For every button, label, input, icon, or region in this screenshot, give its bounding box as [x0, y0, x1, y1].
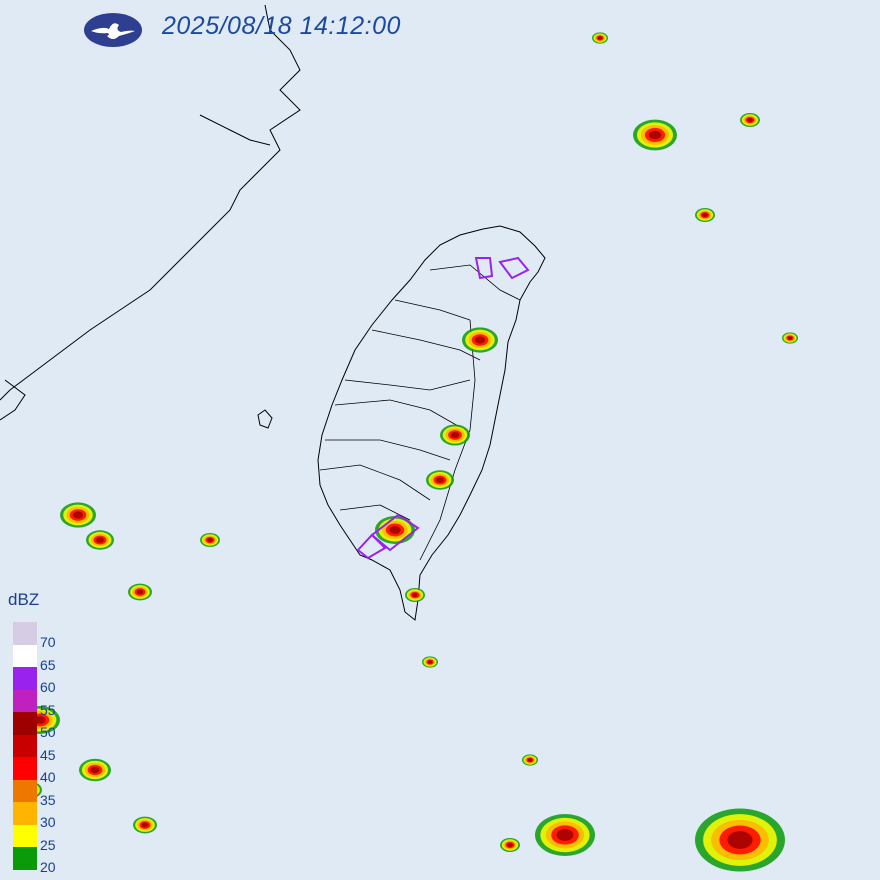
echo-cell	[507, 843, 513, 847]
legend-band	[13, 644, 37, 667]
warning-polygon	[498, 256, 530, 280]
legend-label: 35	[40, 791, 56, 808]
echo-cell	[136, 589, 144, 595]
legend-label: 20	[40, 859, 56, 875]
echo-cell	[436, 477, 444, 483]
echo-cell	[141, 822, 149, 828]
warning-polygon	[370, 513, 420, 552]
legend-band	[13, 734, 37, 757]
echo-cell	[34, 716, 46, 724]
coastline	[0, 4, 546, 621]
legend-label: 70	[40, 634, 56, 650]
echo-cell	[556, 829, 574, 841]
legend-band	[13, 757, 37, 780]
legend-label: 65	[40, 656, 56, 673]
legend-label: 40	[40, 769, 56, 785]
legend-band	[13, 779, 37, 802]
echo-cell	[207, 538, 213, 542]
timestamp: 2025/08/18 14:12:00	[162, 12, 401, 40]
county-borders	[319, 264, 521, 561]
taiwan-outline	[317, 225, 546, 621]
legend-band	[13, 689, 37, 712]
china-coast	[0, 4, 301, 421]
legend-band	[13, 622, 37, 645]
legend-band	[13, 802, 37, 825]
warning-polygon	[474, 257, 494, 280]
echo-cell	[96, 537, 104, 543]
radar-echoes	[18, 32, 798, 872]
echo-cell	[474, 336, 486, 344]
echo-cell	[747, 118, 753, 122]
echo-cell	[427, 660, 433, 664]
legend-unit: dBZ	[8, 590, 40, 609]
echo-cell	[702, 213, 708, 217]
color-legend	[13, 622, 37, 870]
legend-label: 50	[40, 724, 56, 740]
echo-cell	[527, 758, 533, 762]
legend-label: 55	[40, 701, 56, 718]
legend-label: 25	[40, 836, 56, 853]
legend-band	[13, 712, 37, 735]
echo-cell	[90, 766, 100, 774]
warning-polygon	[356, 533, 387, 560]
echo-cell	[412, 593, 418, 597]
echo-cell	[648, 130, 662, 140]
echo-cell	[727, 831, 753, 849]
legend-label: 45	[40, 746, 56, 763]
echo-cell	[72, 511, 84, 519]
echo-cell	[787, 336, 793, 340]
legend-label: 60	[40, 679, 56, 695]
cwa-logo-icon	[83, 12, 143, 48]
legend-label: 30	[40, 814, 56, 830]
legend-band	[13, 667, 37, 690]
legend-band	[13, 824, 37, 847]
legend-band	[13, 847, 37, 870]
echo-cell	[450, 432, 460, 438]
penghu-islands	[257, 409, 273, 429]
echo-cell	[389, 526, 401, 534]
echo-cell	[597, 36, 603, 40]
warning-areas	[356, 256, 530, 560]
